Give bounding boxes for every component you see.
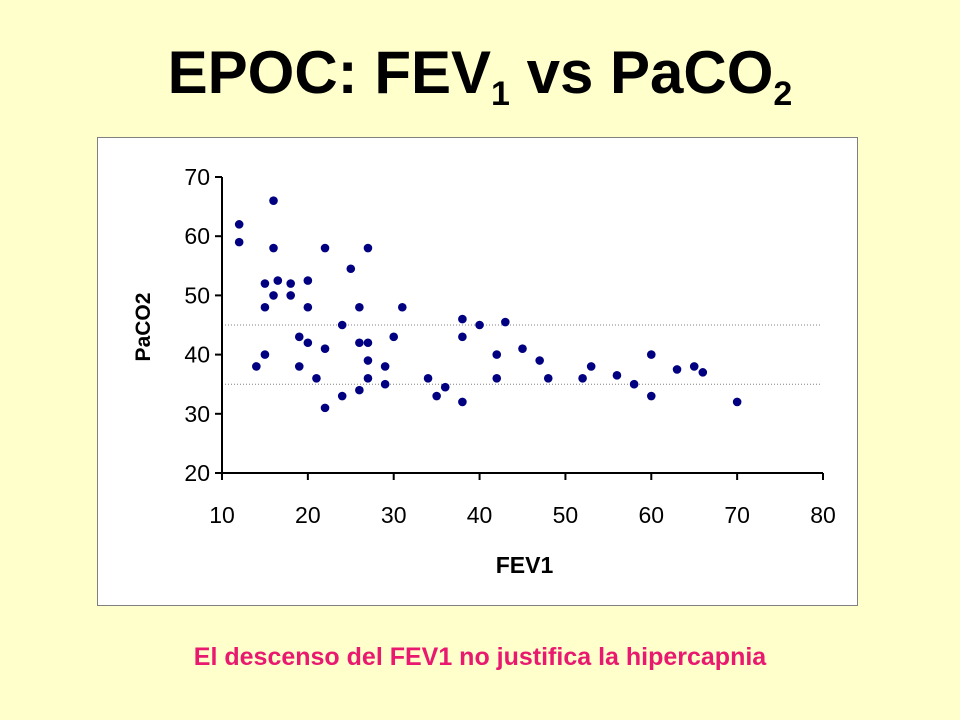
y-axis-label: PaCO2 <box>132 293 155 362</box>
data-point <box>355 385 364 395</box>
x-tick-label: 60 <box>638 502 664 528</box>
data-point <box>363 243 373 253</box>
data-point <box>543 373 553 383</box>
x-tick-label: 10 <box>209 502 235 528</box>
data-point <box>363 338 373 348</box>
data-point <box>355 302 364 312</box>
data-point <box>303 276 313 285</box>
data-point <box>698 368 708 377</box>
data-point <box>252 362 261 371</box>
x-axis-label: FEV1 <box>496 552 554 578</box>
data-point <box>578 373 587 383</box>
y-tick-label: 30 <box>184 401 210 427</box>
data-point <box>458 314 467 324</box>
data-point <box>363 373 373 383</box>
data-point <box>346 264 356 274</box>
data-point <box>492 373 502 383</box>
data-point <box>440 382 450 392</box>
data-point <box>586 362 596 371</box>
x-tick-label: 20 <box>295 502 321 528</box>
data-point <box>732 397 742 407</box>
data-point <box>303 302 313 312</box>
data-point <box>380 379 390 389</box>
data-point <box>260 302 270 312</box>
data-point <box>689 362 699 371</box>
data-point <box>475 320 484 330</box>
scatter-chart: 20 30 40 50 60 70 10 20 30 40 50 60 70 80 FEV1 PaCO2 <box>132 164 836 578</box>
data-point <box>294 362 304 371</box>
data-point <box>269 243 278 253</box>
data-point <box>269 291 278 300</box>
data-point <box>398 302 407 312</box>
chart-area: 20 30 40 50 60 70 10 20 30 40 50 60 70 80 FEV1 PaCO2 <box>97 137 858 606</box>
data-point <box>363 356 373 365</box>
y-tick-label: 70 <box>184 164 210 190</box>
data-point <box>646 391 656 401</box>
y-tick-label: 20 <box>184 460 210 486</box>
y-tick-label: 50 <box>184 282 210 308</box>
y-tick-label: 40 <box>184 342 210 368</box>
data-point <box>432 391 441 401</box>
data-point <box>389 332 399 342</box>
x-tick-label: 70 <box>724 502 750 528</box>
title-subscript-2: 2 <box>773 75 793 113</box>
x-tick-label: 40 <box>467 502 493 528</box>
data-point <box>320 243 330 253</box>
data-point <box>380 362 390 371</box>
data-point <box>672 365 682 374</box>
data-point <box>312 373 321 383</box>
x-tick-label: 80 <box>810 502 836 528</box>
data-point <box>320 403 330 413</box>
data-point <box>501 317 510 327</box>
data-point <box>629 379 639 389</box>
data-point <box>286 279 295 288</box>
data-point <box>518 344 527 353</box>
title-text-fev: EPOC: FEV <box>167 39 492 106</box>
data-point <box>234 237 244 247</box>
data-point <box>535 356 544 365</box>
title-subscript-1: 1 <box>491 75 510 113</box>
data-point <box>269 196 278 205</box>
data-point <box>260 279 270 288</box>
data-point <box>303 338 313 348</box>
data-point <box>260 350 270 359</box>
data-point <box>646 350 656 359</box>
x-tick-label: 50 <box>553 502 579 528</box>
data-point <box>458 332 467 342</box>
data-point <box>492 350 502 359</box>
data-point <box>294 332 304 342</box>
data-point <box>458 397 467 407</box>
title-text-paco: vs PaCO <box>509 39 774 106</box>
x-tick-label: 30 <box>381 502 407 528</box>
slide-title: EPOC: FEV1 vs PaCO2 <box>0 38 960 111</box>
data-point <box>234 220 244 229</box>
data-point <box>337 391 347 401</box>
data-point <box>273 276 283 285</box>
slide-caption: El descenso del FEV1 no justifica la hip… <box>193 643 767 671</box>
y-tick-label: 60 <box>184 223 210 249</box>
data-point <box>423 373 433 383</box>
data-point <box>320 344 330 353</box>
data-point <box>612 371 622 380</box>
data-point <box>337 320 347 330</box>
data-point <box>286 291 295 300</box>
data-point <box>355 338 364 348</box>
